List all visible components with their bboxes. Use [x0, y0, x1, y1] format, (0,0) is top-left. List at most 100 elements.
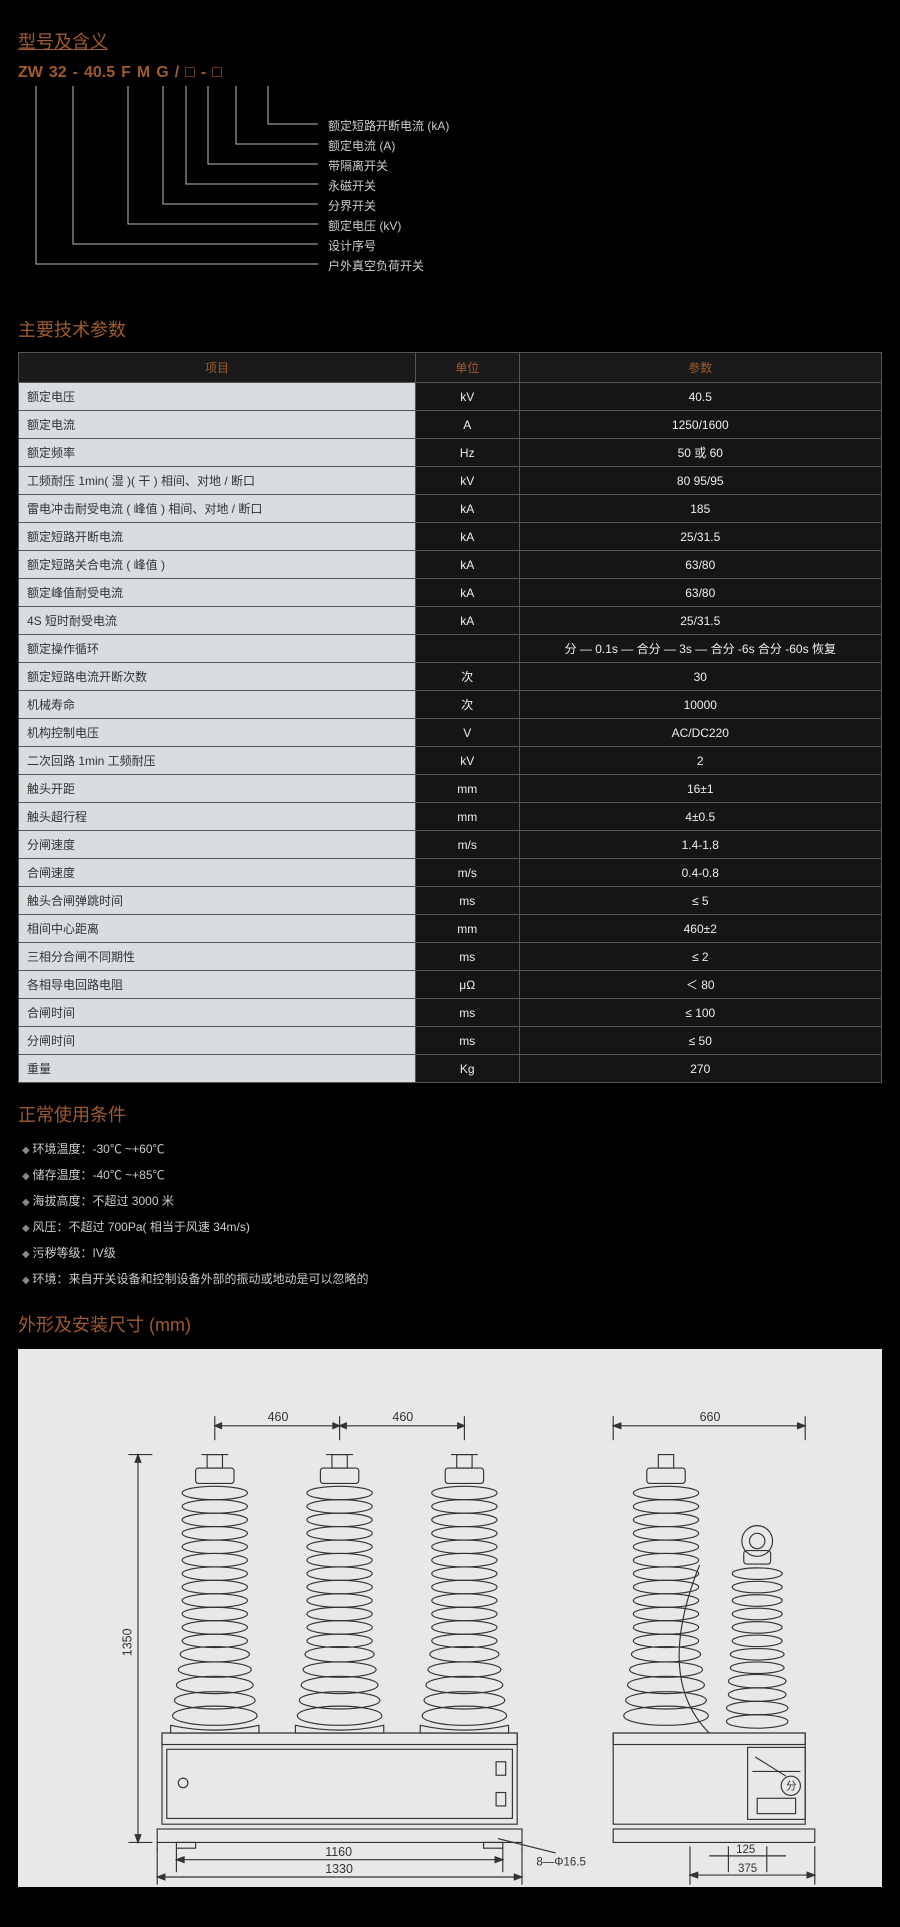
table-row: 相间中心距离mm460±2 [19, 915, 882, 943]
spec-value: 1.4-1.8 [519, 831, 881, 859]
spec-value: 分 — 0.1s — 合分 — 3s — 合分 -6s 合分 -60s 恢复 [519, 635, 881, 663]
model-token: - [201, 64, 206, 82]
spec-value: 460±2 [519, 915, 881, 943]
spec-name: 机构控制电压 [19, 719, 416, 747]
list-item: 污秽等级：IV级 [22, 1241, 882, 1267]
spec-unit: kV [415, 383, 519, 411]
model-label: 设计序号 [328, 236, 449, 256]
spec-name: 额定短路电流开断次数 [19, 663, 416, 691]
table-row: 额定电压kV40.5 [19, 383, 882, 411]
model-token-row: ZW 32 - 40.5 F M G / □ - □ [18, 64, 882, 82]
spec-name: 雷电冲击耐受电流 ( 峰值 ) 相间、对地 / 断口 [19, 495, 416, 523]
spec-value: 25/31.5 [519, 607, 881, 635]
table-row: 合闸速度m/s0.4-0.8 [19, 859, 882, 887]
section-title-dim: 外形及安装尺寸 (mm) [18, 1311, 882, 1337]
dim-side-base: 375 [738, 1863, 757, 1875]
table-row: 分闸时间ms≤ 50 [19, 1027, 882, 1055]
spec-name: 合闸速度 [19, 859, 416, 887]
table-row: 合闸时间ms≤ 100 [19, 999, 882, 1027]
spec-value: 4±0.5 [519, 803, 881, 831]
spec-name: 分闸时间 [19, 1027, 416, 1055]
list-item: 环境：来自开关设备和控制设备外部的振动或地动是可以忽略的 [22, 1267, 882, 1293]
spec-unit: kV [415, 467, 519, 495]
model-token: F [121, 64, 131, 82]
model-label: 永磁开关 [328, 176, 449, 196]
dim-span1: 460 [268, 1410, 289, 1424]
spec-name: 额定操作循环 [19, 635, 416, 663]
model-label: 额定短路开断电流 (kA) [328, 116, 449, 136]
spec-value: ≤ 100 [519, 999, 881, 1027]
spec-value: 30 [519, 663, 881, 691]
spec-value: 185 [519, 495, 881, 523]
spec-name: 相间中心距离 [19, 915, 416, 943]
list-item: 海拔高度：不超过 3000 米 [22, 1189, 882, 1215]
table-row: 雷电冲击耐受电流 ( 峰值 ) 相间、对地 / 断口kA185 [19, 495, 882, 523]
spec-unit: V [415, 719, 519, 747]
model-token: 40.5 [84, 64, 115, 82]
spec-unit: kA [415, 607, 519, 635]
table-row: 触头合闸弹跳时间ms≤ 5 [19, 887, 882, 915]
spec-name: 机械寿命 [19, 691, 416, 719]
table-row: 三相分合闸不同期性ms≤ 2 [19, 943, 882, 971]
model-token: □ [212, 64, 222, 82]
section-title-spec: 主要技术参数 [18, 316, 882, 342]
spec-unit: Hz [415, 439, 519, 467]
spec-value: 63/80 [519, 551, 881, 579]
dim-side-small: 125 [736, 1844, 755, 1856]
spec-unit: ms [415, 1027, 519, 1055]
svg-text:分: 分 [786, 1781, 797, 1793]
spec-unit: mm [415, 803, 519, 831]
table-row: 二次回路 1min 工频耐压kV2 [19, 747, 882, 775]
spec-name: 三相分合闸不同期性 [19, 943, 416, 971]
model-token: / [175, 64, 179, 82]
table-row: 各相导电回路电阻μΩ＜ 80 [19, 971, 882, 999]
spec-name: 分闸速度 [19, 831, 416, 859]
spec-value: 1250/1600 [519, 411, 881, 439]
spec-header: 参数 [519, 353, 881, 383]
dim-base-inner: 1160 [325, 1845, 352, 1859]
list-item: 环境温度：-30℃ ~+60℃ [22, 1137, 882, 1163]
table-row: 触头开距mm16±1 [19, 775, 882, 803]
table-row: 机构控制电压VAC/DC220 [19, 719, 882, 747]
list-item: 储存温度：-40℃ ~+85℃ [22, 1163, 882, 1189]
model-meaning-diagram: 额定短路开断电流 (kA) 额定电流 (A) 带隔离开关 永磁开关 分界开关 额… [18, 86, 882, 286]
dim-holes: 8—Φ16.5 [536, 1856, 585, 1868]
spec-unit: kA [415, 551, 519, 579]
dim-base-outer: 1330 [325, 1862, 353, 1876]
spec-unit: m/s [415, 831, 519, 859]
table-row: 分闸速度m/s1.4-1.8 [19, 831, 882, 859]
conditions-list: 环境温度：-30℃ ~+60℃储存温度：-40℃ ~+85℃海拔高度：不超过 3… [22, 1137, 882, 1293]
spec-value: AC/DC220 [519, 719, 881, 747]
spec-unit: mm [415, 915, 519, 943]
spec-name: 触头超行程 [19, 803, 416, 831]
dim-span2: 460 [392, 1410, 413, 1424]
table-row: 额定短路开断电流kA25/31.5 [19, 523, 882, 551]
model-label: 分界开关 [328, 196, 449, 216]
spec-name: 额定电压 [19, 383, 416, 411]
table-row: 工频耐压 1min( 湿 )( 干 ) 相间、对地 / 断口kV80 95/95 [19, 467, 882, 495]
spec-value: ≤ 5 [519, 887, 881, 915]
model-token: □ [185, 64, 195, 82]
spec-unit: ms [415, 887, 519, 915]
outline-dimension-drawing: 460 460 1350 [18, 1349, 882, 1887]
spec-value: 10000 [519, 691, 881, 719]
spec-unit: μΩ [415, 971, 519, 999]
spec-value: 270 [519, 1055, 881, 1083]
spec-name: 额定频率 [19, 439, 416, 467]
spec-name: 额定电流 [19, 411, 416, 439]
model-label: 带隔离开关 [328, 156, 449, 176]
table-row: 额定峰值耐受电流kA63/80 [19, 579, 882, 607]
spec-value: 25/31.5 [519, 523, 881, 551]
table-row: 额定短路电流开断次数次30 [19, 663, 882, 691]
table-row: 额定电流A1250/1600 [19, 411, 882, 439]
model-label: 户外真空负荷开关 [328, 256, 449, 276]
spec-name: 4S 短时耐受电流 [19, 607, 416, 635]
dim-height: 1350 [120, 1628, 134, 1656]
spec-value: 16±1 [519, 775, 881, 803]
spec-unit [415, 635, 519, 663]
model-token: ZW [18, 64, 43, 82]
spec-unit: 次 [415, 663, 519, 691]
spec-value: ≤ 2 [519, 943, 881, 971]
model-token: M [137, 64, 150, 82]
section-title-model: 型号及含义 [18, 28, 882, 54]
